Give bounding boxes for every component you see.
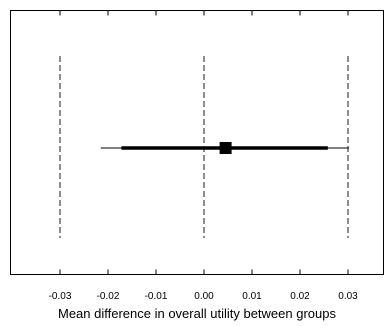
x-tick-label-1: -0.02: [97, 291, 120, 302]
x-tick-label-6: 0.03: [338, 291, 358, 302]
x-tick-label-5: 0.02: [290, 291, 310, 302]
estimate-marks: [100, 142, 349, 154]
plot-frame: [10, 10, 384, 275]
point-estimate-marker: [219, 142, 232, 154]
x-axis-ticks: -0.03 -0.02 -0.01 0.00 0.01 0.02 0.03: [49, 10, 358, 302]
x-tick-label-0: -0.03: [49, 291, 72, 302]
x-tick-label-3: 0.00: [194, 291, 214, 302]
x-tick-label-4: 0.01: [242, 291, 262, 302]
x-tick-label-2: -0.01: [145, 291, 168, 302]
x-axis-title: Mean difference in overall utility betwe…: [58, 306, 336, 321]
